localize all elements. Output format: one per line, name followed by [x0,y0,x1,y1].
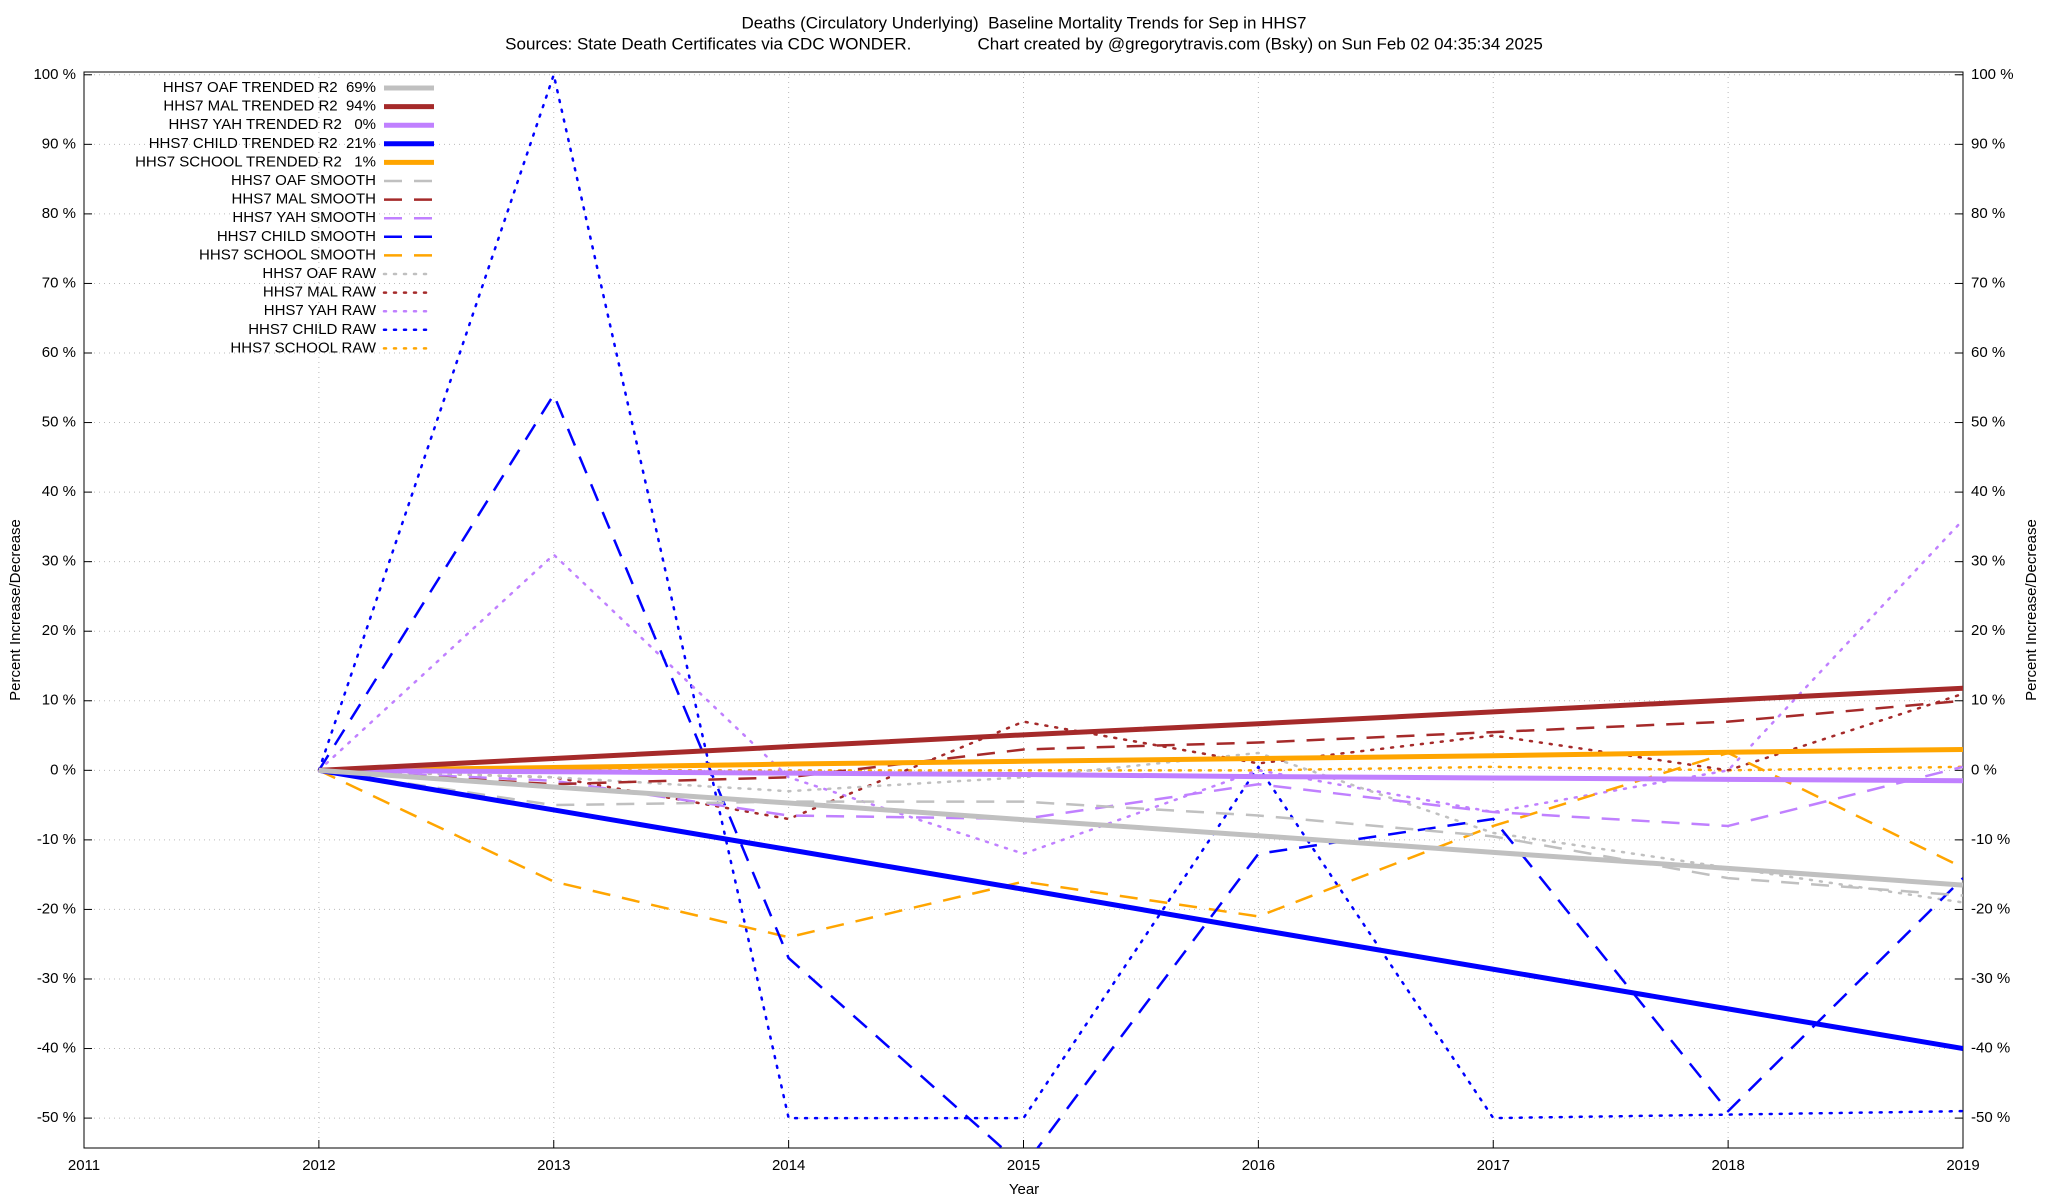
y-tick-label: -10 % [37,831,76,848]
legend-label: HHS7 SCHOOL SMOOTH [199,246,376,263]
legend-label: HHS7 CHILD SMOOTH [217,228,376,245]
y-tick-label: 60 % [42,344,76,361]
y-tick-label: 90 % [42,135,76,152]
y-tick-label: 10 % [42,692,76,709]
y-tick-label: 0 % [50,761,76,778]
y2-tick-label: -40 % [1971,1040,2010,1057]
y2-tick-label: 90 % [1971,135,2005,152]
y-tick-label: 50 % [42,414,76,431]
y2-tick-label: 20 % [1971,622,2005,639]
series-line [318,765,1963,828]
y2-tick-label: 80 % [1971,205,2005,222]
y-tick-label: 100 % [33,66,76,83]
y2-tick-label: 100 % [1971,66,2014,83]
x-axis-label: Year [1009,1181,1039,1198]
y-tick-label: 40 % [42,483,76,500]
plot-area [317,73,1963,1148]
x-tick-label: 2016 [1242,1157,1275,1174]
legend-label: HHS7 MAL TRENDED R2 94% [163,98,376,115]
y2-tick-label: 10 % [1971,692,2005,709]
series-line [318,767,1963,1052]
plot-frame [83,71,1964,1149]
y-tick-label: -30 % [37,970,76,987]
y2-tick-label: 0 % [1971,761,1997,778]
y-tick-label: -20 % [37,900,76,917]
legend-label: HHS7 YAH SMOOTH [232,209,376,226]
series-line [317,692,1963,821]
x-tick-label: 2012 [302,1157,335,1174]
series-line [317,73,1963,1120]
x-tick-label: 2013 [537,1157,570,1174]
x-tick-label: 2015 [1007,1157,1040,1174]
legend-label: HHS7 YAH RAW [264,302,377,319]
y2-tick-label: -50 % [1971,1109,2010,1126]
y-axis-label: Percent Increase/Decrease [7,519,24,701]
legend-label: HHS7 OAF RAW [262,265,376,282]
series-line [317,518,1963,856]
series-line [318,699,1963,786]
y2-tick-label: 70 % [1971,274,2005,291]
y-tick-label: 20 % [42,622,76,639]
series-line [318,767,1963,888]
y2-tick-label: 40 % [1971,483,2005,500]
x-tick-label: 2018 [1711,1157,1744,1174]
x-tick-label: 2019 [1946,1157,1979,1174]
legend-label: HHS7 CHILD TRENDED R2 21% [149,135,376,152]
legend-label: HHS7 MAL RAW [263,284,377,301]
y2-tick-label: 30 % [1971,553,2005,570]
series-line [318,746,1963,773]
y-tick-label: -50 % [37,1109,76,1126]
x-tick-label: 2017 [1477,1157,1510,1174]
y2-tick-label: -20 % [1971,900,2010,917]
y2-tick-label: 60 % [1971,344,2005,361]
legend-label: HHS7 OAF SMOOTH [231,172,376,189]
chart-title: Deaths (Circulatory Underlying) Baseline… [741,13,1306,32]
y2-tick-label: -30 % [1971,970,2010,987]
legend-label: HHS7 SCHOOL TRENDED R2 1% [135,153,376,170]
y2-tick-label: -10 % [1971,831,2010,848]
series-line [318,767,1963,784]
legend-label: HHS7 MAL SMOOTH [232,191,376,208]
series-line [318,685,1963,773]
x-tick-label: 2014 [772,1157,805,1174]
legend-label: HHS7 CHILD RAW [248,321,377,338]
y-tick-label: -40 % [37,1040,76,1057]
y2-tick-label: 50 % [1971,414,2005,431]
legend-label: HHS7 YAH TRENDED R2 0% [168,116,376,133]
series-line [318,751,1963,939]
series-line [317,765,1963,772]
legend-label: HHS7 SCHOOL RAW [230,339,376,356]
y-tick-label: 80 % [42,205,76,222]
x-tick-label: 2011 [68,1157,100,1174]
series-line [317,393,1963,1148]
y2-axis-label: Percent Increase/Decrease [2023,519,2040,701]
y-tick-label: 30 % [42,553,76,570]
legend-label: HHS7 OAF TRENDED R2 69% [163,79,376,96]
y-tick-label: 70 % [42,274,76,291]
chart-subtitle: Sources: State Death Certificates via CD… [505,34,1543,53]
series-line [318,769,1963,897]
